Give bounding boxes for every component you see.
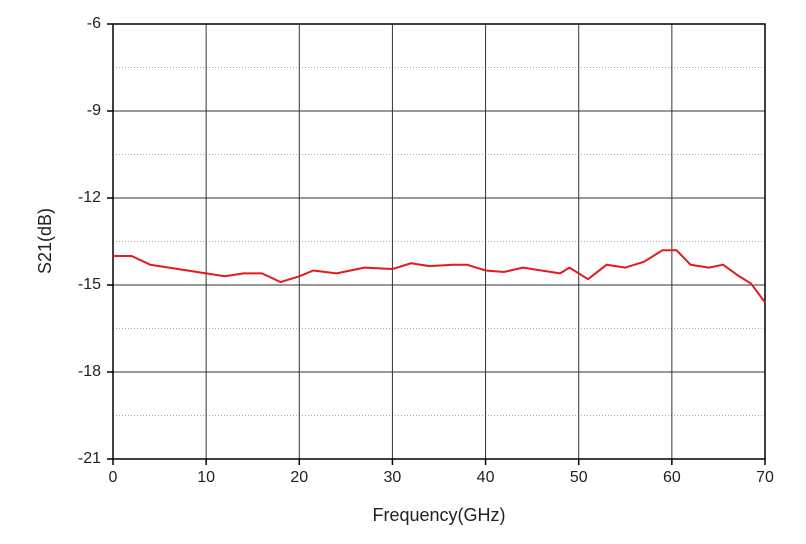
- x-axis-label: Frequency(GHz): [372, 505, 505, 525]
- x-tick-label: 0: [109, 469, 118, 486]
- data-line: [113, 249, 766, 303]
- y-tick-label: -18: [78, 363, 101, 380]
- x-tick-label: 30: [384, 469, 402, 486]
- x-tick-label: 50: [570, 469, 588, 486]
- plot-frame: [112, 23, 766, 460]
- y-tick-label: -21: [78, 450, 101, 467]
- x-tick-label: 70: [756, 469, 774, 486]
- y-axis-label: S21(dB): [35, 208, 55, 274]
- x-tick-label: 20: [290, 469, 308, 486]
- y-tick-label: -15: [78, 276, 101, 293]
- x-tick-label: 60: [663, 469, 681, 486]
- y-tick-label: -6: [87, 15, 101, 32]
- x-tick-label: 10: [197, 469, 215, 486]
- x-tick-label: 40: [477, 469, 495, 486]
- y-tick-label: -12: [78, 189, 101, 206]
- y-tick-label: -9: [87, 102, 101, 119]
